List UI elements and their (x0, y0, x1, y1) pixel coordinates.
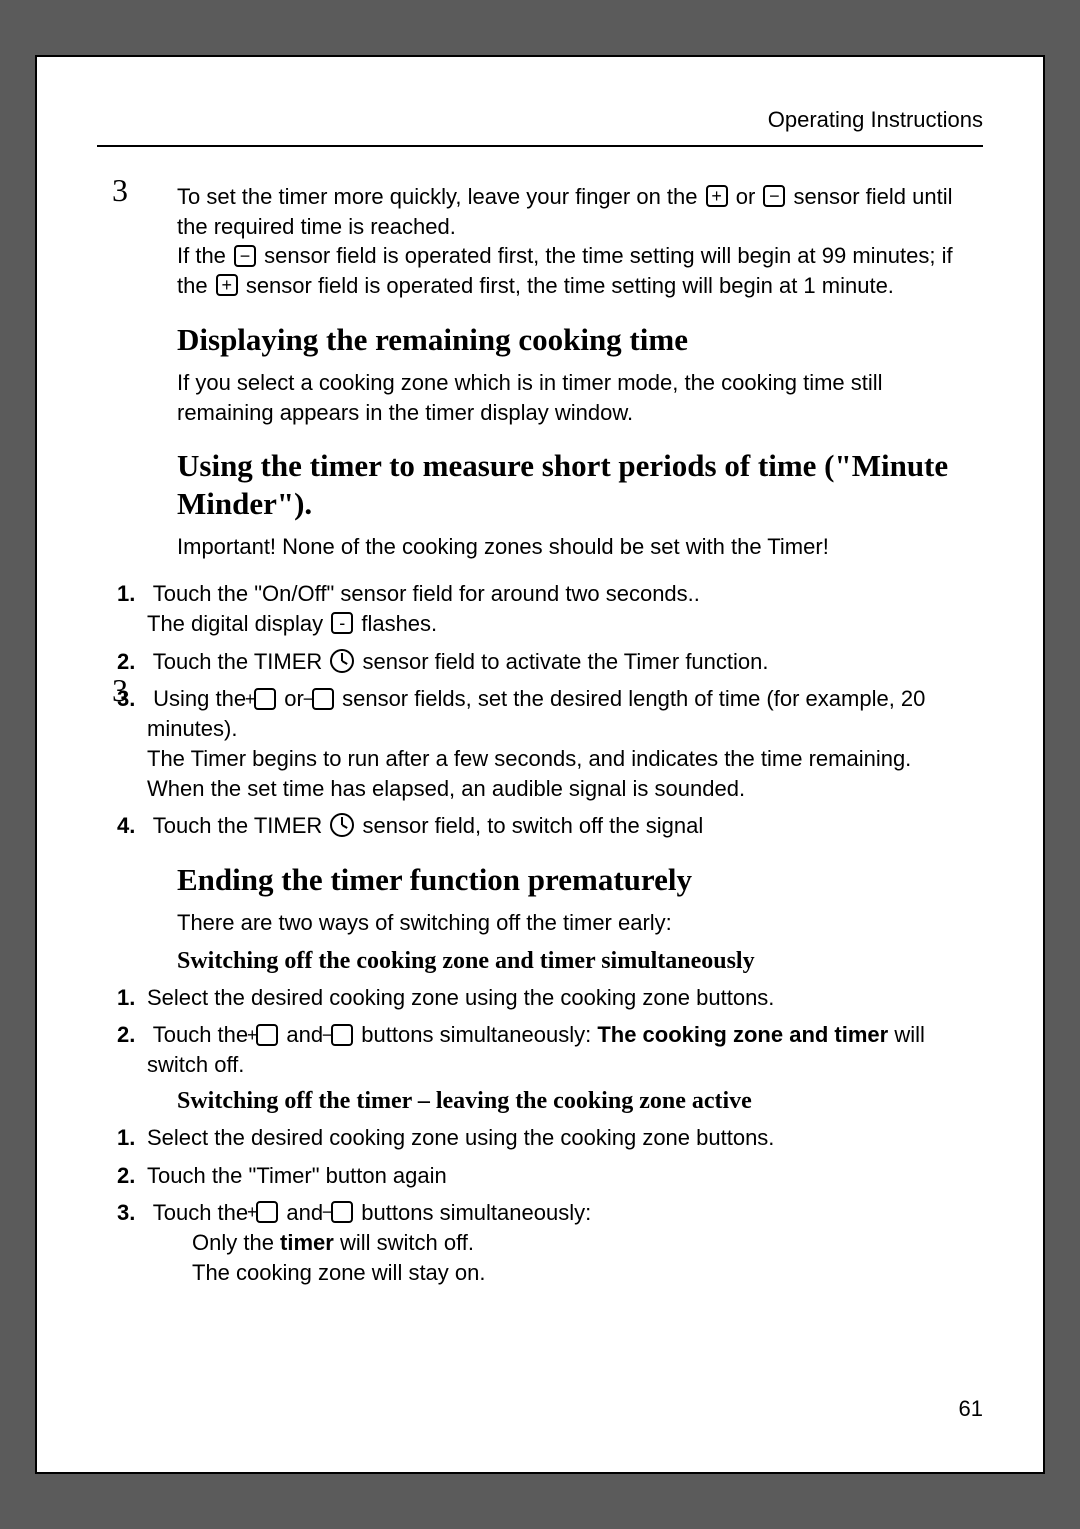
list-item: Touch the + and − buttons simultaneously… (147, 1020, 973, 1079)
text: The digital display (147, 611, 329, 636)
text: Touch the "On/Off" sensor field for arou… (153, 581, 700, 606)
sub-heading-switch-off-both: Switching off the cooking zone and timer… (177, 948, 973, 975)
list-item: Using the + or − sensor fields, set the … (147, 684, 973, 803)
minus-icon: − (312, 688, 334, 710)
list-item: Touch the "Timer" button again (147, 1161, 973, 1191)
text: Touch the (153, 1200, 255, 1225)
text: Touch the "Timer" button again (147, 1163, 447, 1188)
text: The cooking zone will stay on. (147, 1258, 973, 1288)
text: Only the (192, 1230, 280, 1255)
page-content-2: Important! None of the cooking zones sho… (97, 532, 983, 1288)
list-item: Select the desired cooking zone using th… (147, 1123, 973, 1153)
text: sensor field is operated first, the time… (240, 273, 894, 298)
text: Using the (153, 686, 252, 711)
text: sensor field, to switch off the signal (356, 813, 703, 838)
text-bold: timer (280, 1230, 334, 1255)
intro-paragraph-1: To set the timer more quickly, leave you… (177, 182, 973, 301)
list-item: Touch the "On/Off" sensor field for arou… (147, 579, 973, 638)
text: buttons simultaneously: (355, 1200, 591, 1225)
switch-off-both-steps: Select the desired cooking zone using th… (147, 983, 973, 1080)
sub-heading-switch-off-timer-only: Switching off the timer – leaving the co… (177, 1088, 973, 1115)
list-item: Select the desired cooking zone using th… (147, 983, 973, 1013)
important-note: Important! None of the cooking zones sho… (177, 532, 973, 562)
plus-icon: + (254, 688, 276, 710)
timer-icon (330, 649, 354, 673)
page-content: To set the timer more quickly, leave you… (97, 182, 983, 522)
text: sensor field to activate the Timer funct… (356, 649, 768, 674)
text-bold: The cooking zone and timer (597, 1022, 888, 1047)
text: or (730, 184, 762, 209)
text: will switch off. (334, 1230, 474, 1255)
list-item: Touch the TIMER sensor field to activate… (147, 647, 973, 677)
section-heading-ending-timer: Ending the timer function prematurely (177, 861, 973, 898)
section-heading-display-time: Displaying the remaining cooking time (177, 321, 973, 358)
text: buttons simultaneously: (355, 1022, 597, 1047)
manual-page: Operating Instructions 3 To set the time… (35, 55, 1045, 1474)
text: Touch the (153, 1022, 255, 1047)
text: If the (177, 243, 232, 268)
timer-icon (330, 813, 354, 837)
list-item: Touch the TIMER sensor field, to switch … (147, 811, 973, 841)
text: flashes. (355, 611, 437, 636)
section-heading-minute-minder: Using the timer to measure short periods… (177, 447, 973, 521)
text: Select the desired cooking zone using th… (147, 985, 774, 1010)
minute-minder-steps: Touch the "On/Off" sensor field for arou… (147, 579, 973, 841)
plus-icon: + (706, 185, 728, 207)
display-icon: - (331, 612, 353, 634)
text: Select the desired cooking zone using th… (147, 1125, 774, 1150)
plus-icon: + (216, 274, 238, 296)
plus-icon: + (256, 1201, 278, 1223)
section3-intro: There are two ways of switching off the … (177, 908, 973, 938)
minus-icon: − (234, 245, 256, 267)
list-item: Touch the + and − buttons simultaneously… (147, 1198, 973, 1287)
minus-icon: − (331, 1024, 353, 1046)
switch-off-timer-steps: Select the desired cooking zone using th… (147, 1123, 973, 1287)
text: The Timer begins to run after a few seco… (147, 744, 973, 774)
text: Touch the TIMER (153, 649, 329, 674)
page-number: 61 (959, 1396, 983, 1422)
margin-marker: 3 (112, 172, 128, 209)
text: To set the timer more quickly, leave you… (177, 184, 704, 209)
section1-body: If you select a cooking zone which is in… (177, 368, 973, 427)
minus-icon: − (331, 1201, 353, 1223)
text: Touch the TIMER (153, 813, 329, 838)
page-header: Operating Instructions (97, 107, 983, 147)
minus-icon: − (763, 185, 785, 207)
plus-icon: + (256, 1024, 278, 1046)
text: When the set time has elapsed, an audibl… (147, 774, 973, 804)
